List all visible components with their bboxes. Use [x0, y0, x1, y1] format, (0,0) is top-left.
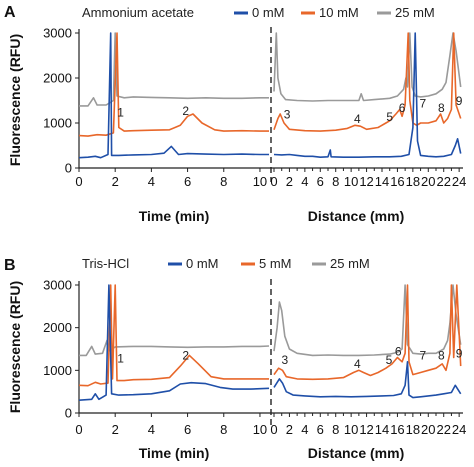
- x-tick-label-distance: 16: [390, 174, 404, 189]
- legend-item-b-2: 25 mM: [330, 256, 370, 271]
- peak-label: 8: [438, 101, 445, 115]
- x-tick-label-distance: 20: [421, 174, 435, 189]
- x-tick-label-distance: 8: [332, 422, 339, 437]
- peak-label: 7: [420, 349, 427, 363]
- x-tick-label-distance: 8: [332, 174, 339, 189]
- x-tick-label-distance: 10: [344, 422, 358, 437]
- panel-label-a: A: [4, 4, 16, 21]
- x-tick-label-distance: 22: [436, 174, 450, 189]
- y-tick-label: 1000: [43, 363, 72, 378]
- series-1-time-trace: [79, 32, 269, 137]
- legend-title-a: Ammonium acetate: [82, 5, 194, 20]
- x-tick-label-distance: 24: [452, 422, 466, 437]
- x-tick-label-distance: 6: [317, 422, 324, 437]
- peak-label: 2: [182, 349, 189, 363]
- legend-b: Tris-HCl 0 mM 5 mM 25 mM: [82, 256, 370, 271]
- series-1-distance-trace: [273, 284, 462, 381]
- x-axis-label-right-b: Distance (mm): [308, 445, 404, 461]
- y-tick-label: 2000: [43, 71, 72, 86]
- x-tick-label-time: 2: [112, 174, 119, 189]
- peak-label: 6: [399, 101, 406, 115]
- series-0-time-trace: [79, 32, 269, 159]
- x-tick-label-time: 8: [220, 174, 227, 189]
- x-axis-label-left-b: Time (min): [139, 445, 210, 461]
- y-tick-label: 3000: [43, 278, 72, 293]
- x-tick-label-distance: 6: [317, 174, 324, 189]
- legend-item-a-0: 0 mM: [252, 5, 285, 20]
- x-tick-label-distance: 18: [406, 422, 420, 437]
- panel-b: B Fluorescence (RFU) Time (min) Distance…: [4, 256, 466, 461]
- peak-label: 3: [281, 353, 288, 367]
- y-axis-label-a: Fluorescence (RFU): [7, 34, 23, 166]
- peak-label: 1: [117, 352, 124, 366]
- x-axis-label-left-a: Time (min): [139, 208, 210, 224]
- x-tick-label-distance: 16: [390, 422, 404, 437]
- peak-label: 3: [284, 108, 291, 122]
- x-tick-label-distance: 2: [286, 174, 293, 189]
- x-tick-label-distance: 4: [301, 174, 308, 189]
- y-tick-label: 3000: [43, 26, 72, 41]
- y-axis-label-b: Fluorescence (RFU): [7, 281, 23, 413]
- x-tick-label-time: 10: [253, 174, 267, 189]
- x-tick-label-time: 2: [112, 422, 119, 437]
- x-tick-label-time: 4: [148, 174, 155, 189]
- legend-item-a-2: 25 mM: [395, 5, 435, 20]
- x-tick-label-distance: 10: [344, 174, 358, 189]
- x-tick-label-distance: 14: [375, 422, 389, 437]
- x-tick-label-distance: 24: [452, 174, 466, 189]
- x-tick-label-distance: 12: [359, 174, 373, 189]
- peak-label: 4: [354, 112, 361, 126]
- x-tick-label-time: 6: [184, 174, 191, 189]
- x-tick-label-time: 6: [184, 422, 191, 437]
- y-tick-label: 2000: [43, 320, 72, 335]
- x-tick-label-time: 0: [75, 422, 82, 437]
- x-tick-label-time: 4: [148, 422, 155, 437]
- x-tick-label-time: 0: [75, 174, 82, 189]
- series-2-distance-trace: [273, 32, 462, 102]
- peak-label: 1: [117, 105, 124, 119]
- series-0-time-trace: [79, 284, 270, 401]
- series-1-distance-trace: [273, 32, 462, 132]
- series-2-distance-trace: [273, 284, 462, 357]
- panel-label-b: B: [4, 257, 16, 274]
- x-tick-label-distance: 22: [436, 422, 450, 437]
- legend-item-b-0: 0 mM: [186, 256, 219, 271]
- x-tick-label-time: 10: [253, 422, 267, 437]
- x-tick-label-distance: 18: [406, 174, 420, 189]
- peak-label: 8: [438, 349, 445, 363]
- y-tick-label: 0: [65, 406, 72, 421]
- x-tick-label-distance: 20: [421, 422, 435, 437]
- x-tick-label-distance: 2: [286, 422, 293, 437]
- peak-label: 2: [182, 104, 189, 118]
- x-tick-label-time: 8: [220, 422, 227, 437]
- x-tick-label-distance: 14: [375, 174, 389, 189]
- x-tick-label-distance: 4: [301, 422, 308, 437]
- series-2-time-trace: [79, 32, 269, 107]
- legend-a: Ammonium acetate 0 mM 10 mM 25 mM: [82, 5, 435, 20]
- peak-label: 5: [386, 353, 393, 367]
- y-tick-label: 0: [65, 161, 72, 176]
- series-0-distance-trace: [273, 32, 462, 158]
- legend-item-a-1: 10 mM: [319, 5, 359, 20]
- y-tick-label: 1000: [43, 116, 72, 131]
- peak-label: 9: [456, 347, 463, 361]
- legend-title-b: Tris-HCl: [82, 256, 129, 271]
- peak-label: 5: [386, 110, 393, 124]
- peak-label: 4: [354, 357, 361, 371]
- series-1-time-trace: [79, 284, 269, 387]
- x-tick-label-distance: 0: [270, 174, 277, 189]
- panel-a: A Fluorescence (RFU) Time (min) Distance…: [4, 4, 466, 224]
- peak-label: 6: [395, 344, 402, 358]
- x-tick-label-distance: 0: [270, 422, 277, 437]
- peak-label: 9: [456, 94, 463, 108]
- series-2-time-trace: [79, 339, 270, 357]
- x-axis-label-right-a: Distance (mm): [308, 208, 404, 224]
- legend-item-b-1: 5 mM: [259, 256, 292, 271]
- x-tick-label-distance: 12: [359, 422, 373, 437]
- peak-label: 7: [420, 96, 427, 110]
- series-0-distance-trace: [273, 361, 462, 399]
